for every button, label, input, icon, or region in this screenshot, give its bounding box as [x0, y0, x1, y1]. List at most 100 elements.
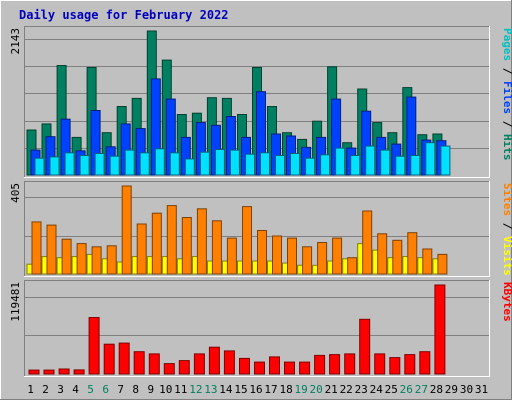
bar-pages — [184, 158, 195, 176]
bar-sites — [181, 217, 192, 275]
bar-kbytes — [148, 353, 160, 375]
bar-sites — [317, 242, 328, 275]
chart-panels: 2143 Pages / Files / Hits 405 Sites / Visit… — [9, 26, 512, 377]
bar-kbytes — [88, 317, 100, 375]
x-tick-label: 24 — [370, 383, 384, 396]
bar-kbytes — [133, 351, 145, 375]
x-tick-label: 18 — [279, 383, 292, 396]
x-tick-label: 11 — [174, 383, 187, 396]
bar-kbytes — [208, 346, 220, 375]
bar-sites — [76, 243, 87, 275]
legend--: / — [501, 216, 512, 236]
bar-sites — [166, 205, 177, 275]
legend--: / — [501, 61, 512, 81]
bar-kbytes — [314, 354, 326, 375]
panel-bottom-legend: KBytes — [501, 282, 512, 322]
bar-kbytes — [28, 369, 40, 375]
x-tick-label: 25 — [385, 383, 398, 396]
x-tick-label: 19 — [294, 383, 307, 396]
x-tick-label: 2 — [42, 383, 49, 396]
bar-sites — [377, 233, 388, 275]
bar-pages — [245, 153, 255, 176]
bar-kbytes — [163, 363, 175, 375]
bar-pages — [275, 155, 285, 176]
x-tick-label: 5 — [87, 383, 94, 396]
bar-kbytes — [118, 342, 130, 375]
x-tick-label: 3 — [57, 383, 64, 396]
x-tick-label: 27 — [415, 383, 428, 396]
bar-sites — [106, 245, 117, 275]
bar-sites — [332, 237, 343, 275]
bar-pages — [154, 148, 165, 176]
bar-sites — [362, 210, 373, 275]
bar-sites — [196, 208, 207, 275]
bar-pages — [350, 155, 361, 176]
x-tick-label: 16 — [249, 383, 262, 396]
panel-bottom: 119481 KBytes — [9, 280, 512, 377]
panel-middle: 405 Sites / Visits — [9, 181, 512, 277]
x-tick-label: 13 — [204, 383, 217, 396]
panel-top-max-label: 2143 — [9, 28, 22, 55]
x-tick-label: 22 — [340, 383, 353, 396]
bar-sites — [302, 246, 313, 275]
bar-kbytes — [223, 350, 235, 375]
bar-sites — [392, 239, 403, 275]
bar-kbytes — [103, 343, 115, 375]
bar-pages — [49, 156, 60, 176]
bar-pages — [290, 153, 300, 176]
bar-pages — [214, 149, 225, 176]
bar-sites — [242, 206, 252, 275]
bar-pages — [380, 149, 391, 176]
bar-pages — [229, 149, 240, 176]
panel-middle-legend: Sites / Visits — [501, 183, 512, 276]
bar-pages — [425, 142, 436, 176]
x-tick-label: 29 — [445, 383, 458, 396]
bar-pages — [199, 151, 210, 176]
legend-files: Files — [501, 81, 512, 114]
bar-pages — [94, 153, 105, 176]
bar-kbytes — [329, 354, 341, 375]
bar-kbytes — [374, 353, 386, 375]
bar-sites — [437, 253, 448, 275]
panel-bottom-max-label: 119481 — [9, 282, 22, 322]
panel-top-legend: Pages / Files / Hits — [501, 28, 512, 161]
legend-sites: Sites — [501, 183, 512, 216]
bar-pages — [305, 157, 316, 176]
bar-sites — [287, 237, 297, 275]
legend-kbytes: KBytes — [501, 282, 512, 322]
bar-pages — [109, 155, 120, 176]
bar-sites — [151, 212, 162, 275]
x-tick-label: 30 — [460, 383, 473, 396]
bar-kbytes — [419, 351, 431, 375]
x-tick-label: 1 — [27, 383, 34, 396]
bar-pages — [169, 152, 180, 176]
bar-sites — [226, 237, 237, 275]
legend-hits: Hits — [501, 134, 512, 161]
bar-pages — [260, 152, 270, 176]
bar-sites — [407, 232, 418, 275]
x-tick-label: 23 — [355, 383, 368, 396]
bar-sites — [257, 230, 267, 275]
panel-top: 2143 Pages / Files / Hits — [9, 26, 512, 178]
x-tick-label: 15 — [234, 383, 247, 396]
x-tick-label: 28 — [430, 383, 443, 396]
bar-kbytes — [239, 357, 250, 375]
bar-kbytes — [299, 361, 311, 375]
bar-kbytes — [389, 357, 401, 375]
bar-pages — [124, 149, 135, 176]
bar-pages — [34, 157, 45, 176]
bar-sites — [31, 221, 42, 275]
bar-kbytes — [193, 353, 205, 375]
bar-pages — [79, 155, 90, 176]
legend-pages: Pages — [501, 28, 512, 61]
x-tick-label: 9 — [147, 383, 154, 396]
legend-visits: Visits — [501, 236, 512, 276]
bar-sites — [121, 185, 132, 275]
bar-kbytes — [43, 369, 55, 375]
bar-pages — [440, 145, 451, 176]
legend--: / — [501, 114, 512, 134]
bar-kbytes — [58, 368, 70, 375]
x-tick-label: 7 — [117, 383, 124, 396]
bar-kbytes — [73, 369, 85, 375]
x-tick-label: 12 — [189, 383, 202, 396]
